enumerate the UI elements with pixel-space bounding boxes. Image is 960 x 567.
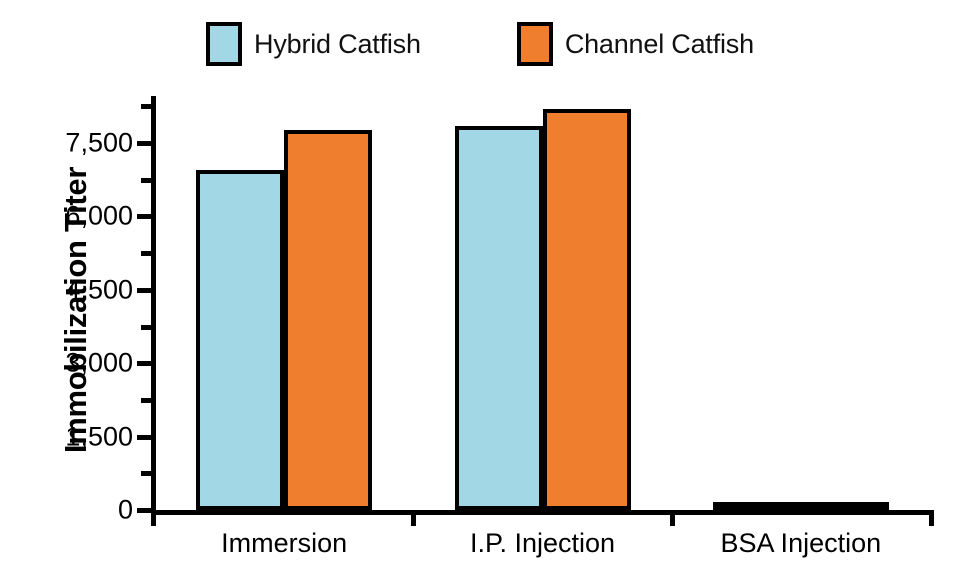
y-tick-major: [137, 434, 151, 440]
y-tick-minor: [141, 471, 151, 477]
x-tick: [929, 510, 934, 526]
y-tick-minor: [141, 177, 151, 183]
x-tick-label: BSA Injection: [720, 528, 882, 558]
y-tick-major: [137, 214, 151, 220]
x-tick: [411, 510, 417, 526]
x-tick: [669, 510, 675, 526]
x-axis-line: [151, 510, 930, 515]
y-tick-label: 1,500: [65, 421, 133, 452]
y-tick-label: 0: [117, 494, 133, 525]
y-tick-minor: [141, 397, 151, 403]
bar: [454, 125, 543, 510]
legend-item-channel-catfish: Channel Catfish: [516, 22, 754, 66]
y-tick-major: [137, 141, 151, 146]
legend-item-hybrid-catfish: Hybrid Catfish: [206, 22, 421, 66]
y-tick-label: 7,500: [65, 127, 133, 158]
chart-legend: Hybrid Catfish Channel Catfish: [0, 22, 960, 66]
legend-label-hybrid-catfish: Hybrid Catfish: [254, 28, 421, 59]
bar: [196, 169, 285, 510]
y-tick-major: [137, 508, 151, 513]
y-tick-minor: [141, 324, 151, 330]
x-tick-label: I.P. Injection: [469, 528, 616, 558]
y-tick-label: 6,000: [65, 200, 133, 231]
bar: [542, 109, 631, 510]
bar: [284, 130, 373, 510]
legend-swatch-channel-catfish: [516, 22, 553, 66]
y-tick-major: [137, 287, 151, 293]
y-axis-line: [151, 96, 156, 510]
y-tick-minor: [141, 251, 151, 257]
legend-swatch-hybrid-catfish: [206, 22, 243, 66]
y-tick-major: [137, 361, 151, 367]
bar: [712, 502, 801, 510]
y-axis-title: Immobilization Titer: [58, 166, 93, 454]
bar: [800, 502, 889, 510]
legend-label-channel-catfish: Channel Catfish: [564, 28, 754, 59]
x-tick: [151, 510, 156, 526]
plot-area: 0 1,500 3,000 4,500 6,000 7,500 Immersion I.P.…: [65, 96, 934, 558]
y-tick-label: 4,500: [65, 274, 133, 305]
x-tick-label: Immersion: [221, 528, 348, 558]
y-tick-minor: [141, 104, 151, 110]
y-tick-label: 3,000: [65, 347, 133, 378]
